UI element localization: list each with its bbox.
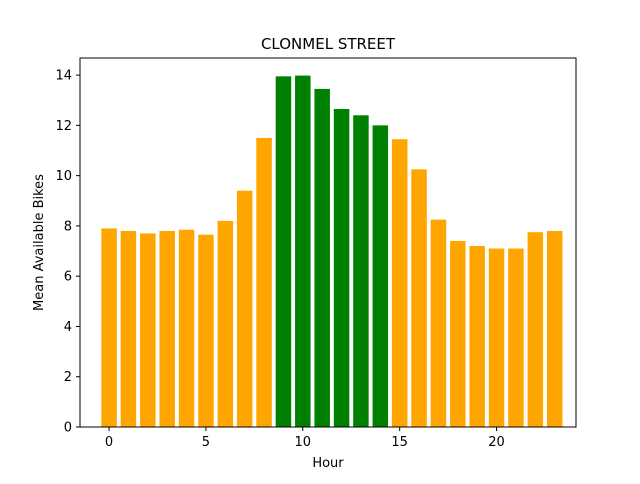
- bar-hour-16: [411, 169, 427, 427]
- plot-frame: [79, 57, 577, 428]
- bar-hour-20: [488, 248, 505, 427]
- y-axis-label: Mean Available Bikes: [32, 174, 47, 311]
- y-ticks-group: 0 2 4 6 8 10 12 14: [55, 69, 80, 436]
- y-tick-label: 6: [64, 270, 72, 285]
- y-tick-label: 12: [55, 119, 72, 134]
- bar-hour-8: [256, 137, 272, 428]
- x-tick-label: 15: [391, 435, 408, 450]
- bar-hour-22: [527, 232, 544, 427]
- bar-hour-6: [217, 220, 234, 427]
- bar-hour-21: [508, 248, 524, 427]
- x-ticks-group: 0 5 10 15 20: [105, 427, 505, 450]
- chart-title: CLONMEL STREET: [261, 35, 396, 53]
- y-tick-label: 2: [64, 370, 72, 385]
- y-tick-label: 14: [55, 69, 72, 84]
- bar-hour-1: [120, 230, 137, 427]
- bar-hour-14: [372, 125, 389, 428]
- bar-hour-7: [236, 190, 253, 427]
- bar-hour-19: [469, 246, 485, 427]
- bar-hour-23: [546, 230, 563, 427]
- y-tick-label: 0: [64, 421, 72, 436]
- bar-hour-11: [314, 88, 330, 427]
- y-tick-label: 10: [55, 169, 72, 184]
- bar-hour-10: [295, 75, 311, 427]
- bar-hour-5: [198, 234, 214, 427]
- x-tick-label: 5: [202, 435, 210, 450]
- bar-hour-12: [333, 109, 350, 428]
- bar-hour-9: [275, 76, 292, 427]
- y-tick-label: 8: [64, 219, 72, 234]
- bar-hour-0: [101, 228, 117, 427]
- y-tick-label: 4: [64, 320, 72, 335]
- x-tick-label: 10: [295, 435, 312, 450]
- bar-hour-15: [391, 139, 408, 427]
- bar-hour-4: [178, 229, 195, 427]
- bar-hour-2: [140, 233, 156, 427]
- x-tick-label: 0: [105, 435, 113, 450]
- bars-group: [101, 75, 563, 428]
- x-axis-label: Hour: [312, 456, 344, 471]
- x-tick-label: 20: [488, 435, 505, 450]
- bar-hour-17: [430, 219, 447, 427]
- bar-hour-13: [353, 115, 369, 428]
- bar-hour-18: [450, 240, 466, 427]
- bar-hour-3: [159, 230, 175, 427]
